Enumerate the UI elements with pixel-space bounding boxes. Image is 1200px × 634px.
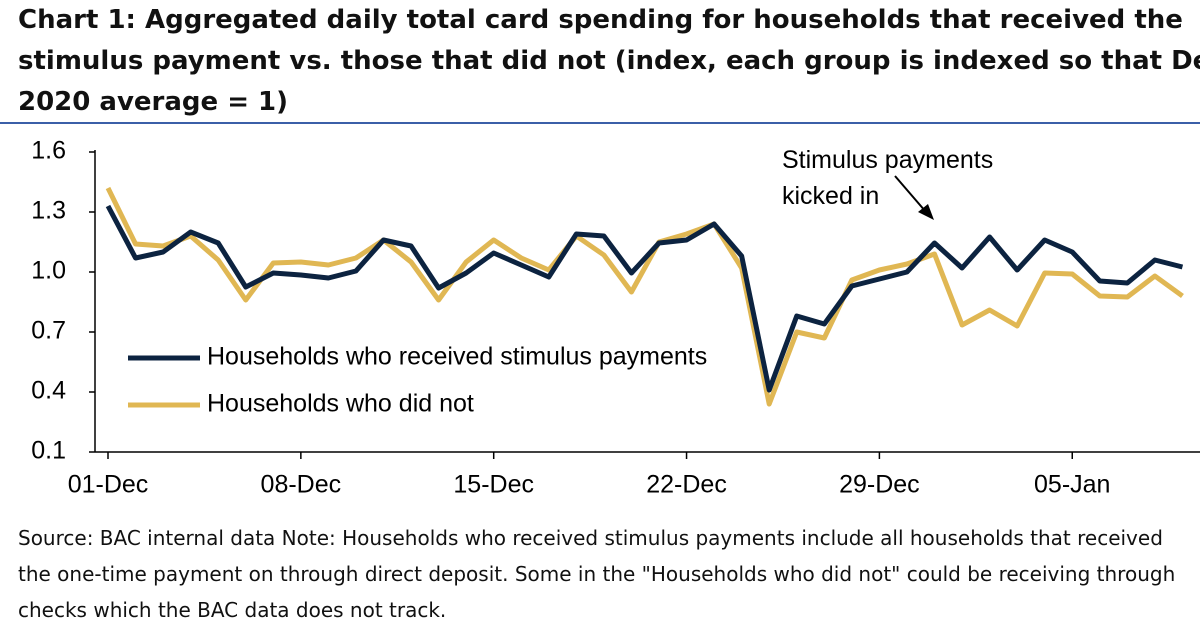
chart: Stimulus payments kicked in 0.1 0.4 0.7 1.0… — [31, 137, 1200, 499]
x-tick-label: 01-Dec — [68, 471, 149, 499]
y-tick-label: 0.7 — [31, 317, 66, 345]
annotation-box: Stimulus payments kicked in — [782, 146, 994, 210]
legend-label: Households who did not — [207, 390, 474, 418]
data-line — [105, 186, 1184, 407]
y-tick-label: 1.3 — [31, 197, 66, 225]
x-tick-label: 22-Dec — [646, 471, 727, 499]
x-tick-label: 29-Dec — [839, 471, 920, 499]
x-tick-label: 15-Dec — [453, 471, 534, 499]
y-tick-label: 1.6 — [31, 137, 66, 165]
source-note: Source: BAC internal data Note: Househol… — [18, 526, 1176, 622]
legend-label: Households who received stimulus payment… — [207, 343, 707, 371]
y-tick-label: 0.1 — [31, 437, 66, 465]
chart-title: Chart 1: Aggregated daily total card spe… — [18, 5, 1200, 117]
data-line — [105, 204, 1184, 393]
title-rule — [0, 122, 1200, 124]
y-tick-label: 1.0 — [31, 257, 66, 285]
annotation-arrow — [894, 175, 927, 213]
annotation-arrowhead — [918, 204, 934, 220]
y-tick-label: 0.4 — [31, 377, 66, 405]
x-tick-label: 08-Dec — [261, 471, 342, 499]
annotation: Stimulus payments kicked in — [782, 146, 994, 210]
x-tick-label: 05-Jan — [1034, 471, 1110, 499]
